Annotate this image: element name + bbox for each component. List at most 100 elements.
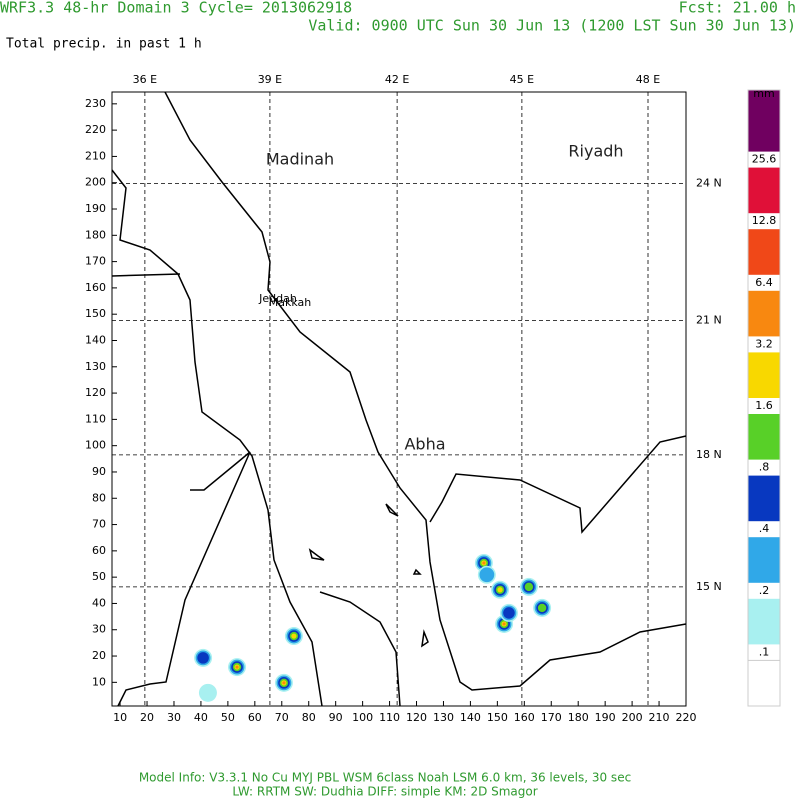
precip-ring [282, 681, 286, 685]
x-tick-label: 150 [487, 711, 508, 724]
y-tick-label: 130 [85, 360, 106, 373]
y-tick-label: 10 [92, 675, 106, 688]
y-tick-label: 120 [85, 386, 106, 399]
plot-frame [111, 91, 687, 707]
city-label: Jeddah [258, 292, 297, 305]
y-tick-label: 20 [92, 649, 106, 662]
x-tick-label: 100 [352, 711, 373, 724]
colorbar-label: 12.8 [752, 214, 777, 227]
x-tick-label: 80 [302, 711, 316, 724]
precip-cell [284, 627, 303, 646]
lon-label: 36 E [133, 73, 157, 86]
x-tick-label: 10 [113, 711, 127, 724]
x-tick-label: 180 [568, 711, 589, 724]
precip-cell [477, 565, 496, 584]
colorbar-label: .4 [759, 522, 770, 535]
lon-label: 42 E [385, 73, 409, 86]
precip-ring [198, 683, 217, 702]
header-title: WRF3.3 48-hr Domain 3 Cycle= 2013062918 [0, 0, 352, 17]
precip-ring [291, 633, 297, 639]
precip-cell [519, 577, 538, 596]
precip-ring [502, 622, 506, 626]
x-tick-label: 120 [406, 711, 427, 724]
footer-line: LW: RRTM SW: Dudhia DIFF: simple KM: 2D … [232, 785, 537, 799]
y-tick-label: 210 [85, 149, 106, 162]
geography [111, 91, 687, 707]
x-tick-label: 60 [248, 711, 262, 724]
y-tick-label: 220 [85, 123, 106, 136]
colorbar-frame [747, 89, 781, 707]
border [117, 451, 251, 707]
x-tick-label: 110 [379, 711, 400, 724]
coastline [164, 91, 687, 691]
precip-ring [497, 587, 503, 593]
y-tick-label: 60 [92, 544, 106, 557]
colorbar-swatch [748, 537, 780, 583]
y-tick-label: 50 [92, 570, 106, 583]
precip-cell [228, 658, 247, 677]
precip-cell [274, 673, 293, 692]
x-tick-label: 40 [194, 711, 208, 724]
x-tick-label: 140 [460, 711, 481, 724]
x-tick-label: 170 [541, 711, 562, 724]
border [429, 435, 687, 534]
border [319, 591, 401, 707]
x-tick-label: 130 [433, 711, 454, 724]
precip-ring [524, 582, 534, 592]
precip-cell [491, 580, 510, 599]
colorbar-label: 25.6 [752, 153, 777, 166]
y-tick-label: 110 [85, 412, 106, 425]
x-tick-label: 20 [140, 711, 154, 724]
y-tick-label: 70 [92, 518, 106, 531]
x-tick-label: 90 [329, 711, 343, 724]
colorbar-swatch [748, 290, 780, 337]
lat-label: 21 N [696, 314, 722, 327]
y-tick-label: 150 [85, 307, 106, 320]
y-tick-label: 30 [92, 623, 106, 636]
header-valid: Valid: 0900 UTC Sun 30 Jun 13 (1200 LST … [308, 17, 796, 35]
precip-ring [482, 561, 486, 565]
y-tick-label: 100 [85, 439, 106, 452]
precip-cell [499, 603, 518, 622]
precip-cell [198, 683, 217, 702]
x-tick-label: 30 [167, 711, 181, 724]
coastline [111, 169, 323, 707]
colorbar-swatch [747, 659, 781, 707]
precip-cell [194, 648, 213, 667]
y-tick-label: 140 [85, 333, 106, 346]
y-tick-label: 80 [92, 491, 106, 504]
y-tick-label: 180 [85, 228, 106, 241]
precip-ring [479, 567, 495, 583]
colorbar-swatch [748, 598, 780, 645]
lat-label: 18 N [696, 448, 722, 461]
colorbar-label: 6.4 [755, 276, 773, 289]
colorbar-unit: mm [753, 87, 774, 100]
colorbar-label: .1 [759, 645, 770, 658]
footer-line: Model Info: V3.3.1 No Cu MYJ PBL WSM 6cl… [139, 771, 631, 785]
x-tick-label: 190 [595, 711, 616, 724]
y-tick-label: 200 [85, 176, 106, 189]
colorbar-swatch [748, 414, 780, 460]
border [111, 273, 181, 277]
y-tick-label: 90 [92, 465, 106, 478]
y-tick-label: 190 [85, 202, 106, 215]
lat-label: 15 N [696, 580, 722, 593]
y-tick-label: 230 [85, 97, 106, 110]
city-label: Makkah [269, 296, 312, 309]
x-tick-label: 160 [514, 711, 535, 724]
colorbar-swatch [748, 229, 780, 275]
field-title: Total precip. in past 1 h [6, 37, 202, 52]
precip-ring [503, 607, 515, 619]
city-label: Madinah [266, 150, 334, 169]
precip-cell [533, 598, 552, 617]
island [308, 503, 429, 648]
colorbar-swatch [748, 475, 780, 522]
colorbar-swatch [748, 90, 780, 152]
colorbar-swatch [748, 167, 780, 214]
lon-label: 45 E [510, 73, 534, 86]
y-tick-label: 170 [85, 255, 106, 268]
colorbar-label: .2 [759, 584, 770, 597]
colorbar-swatch [748, 352, 780, 398]
x-tick-label: 200 [622, 711, 643, 724]
x-tick-label: 220 [676, 711, 697, 724]
